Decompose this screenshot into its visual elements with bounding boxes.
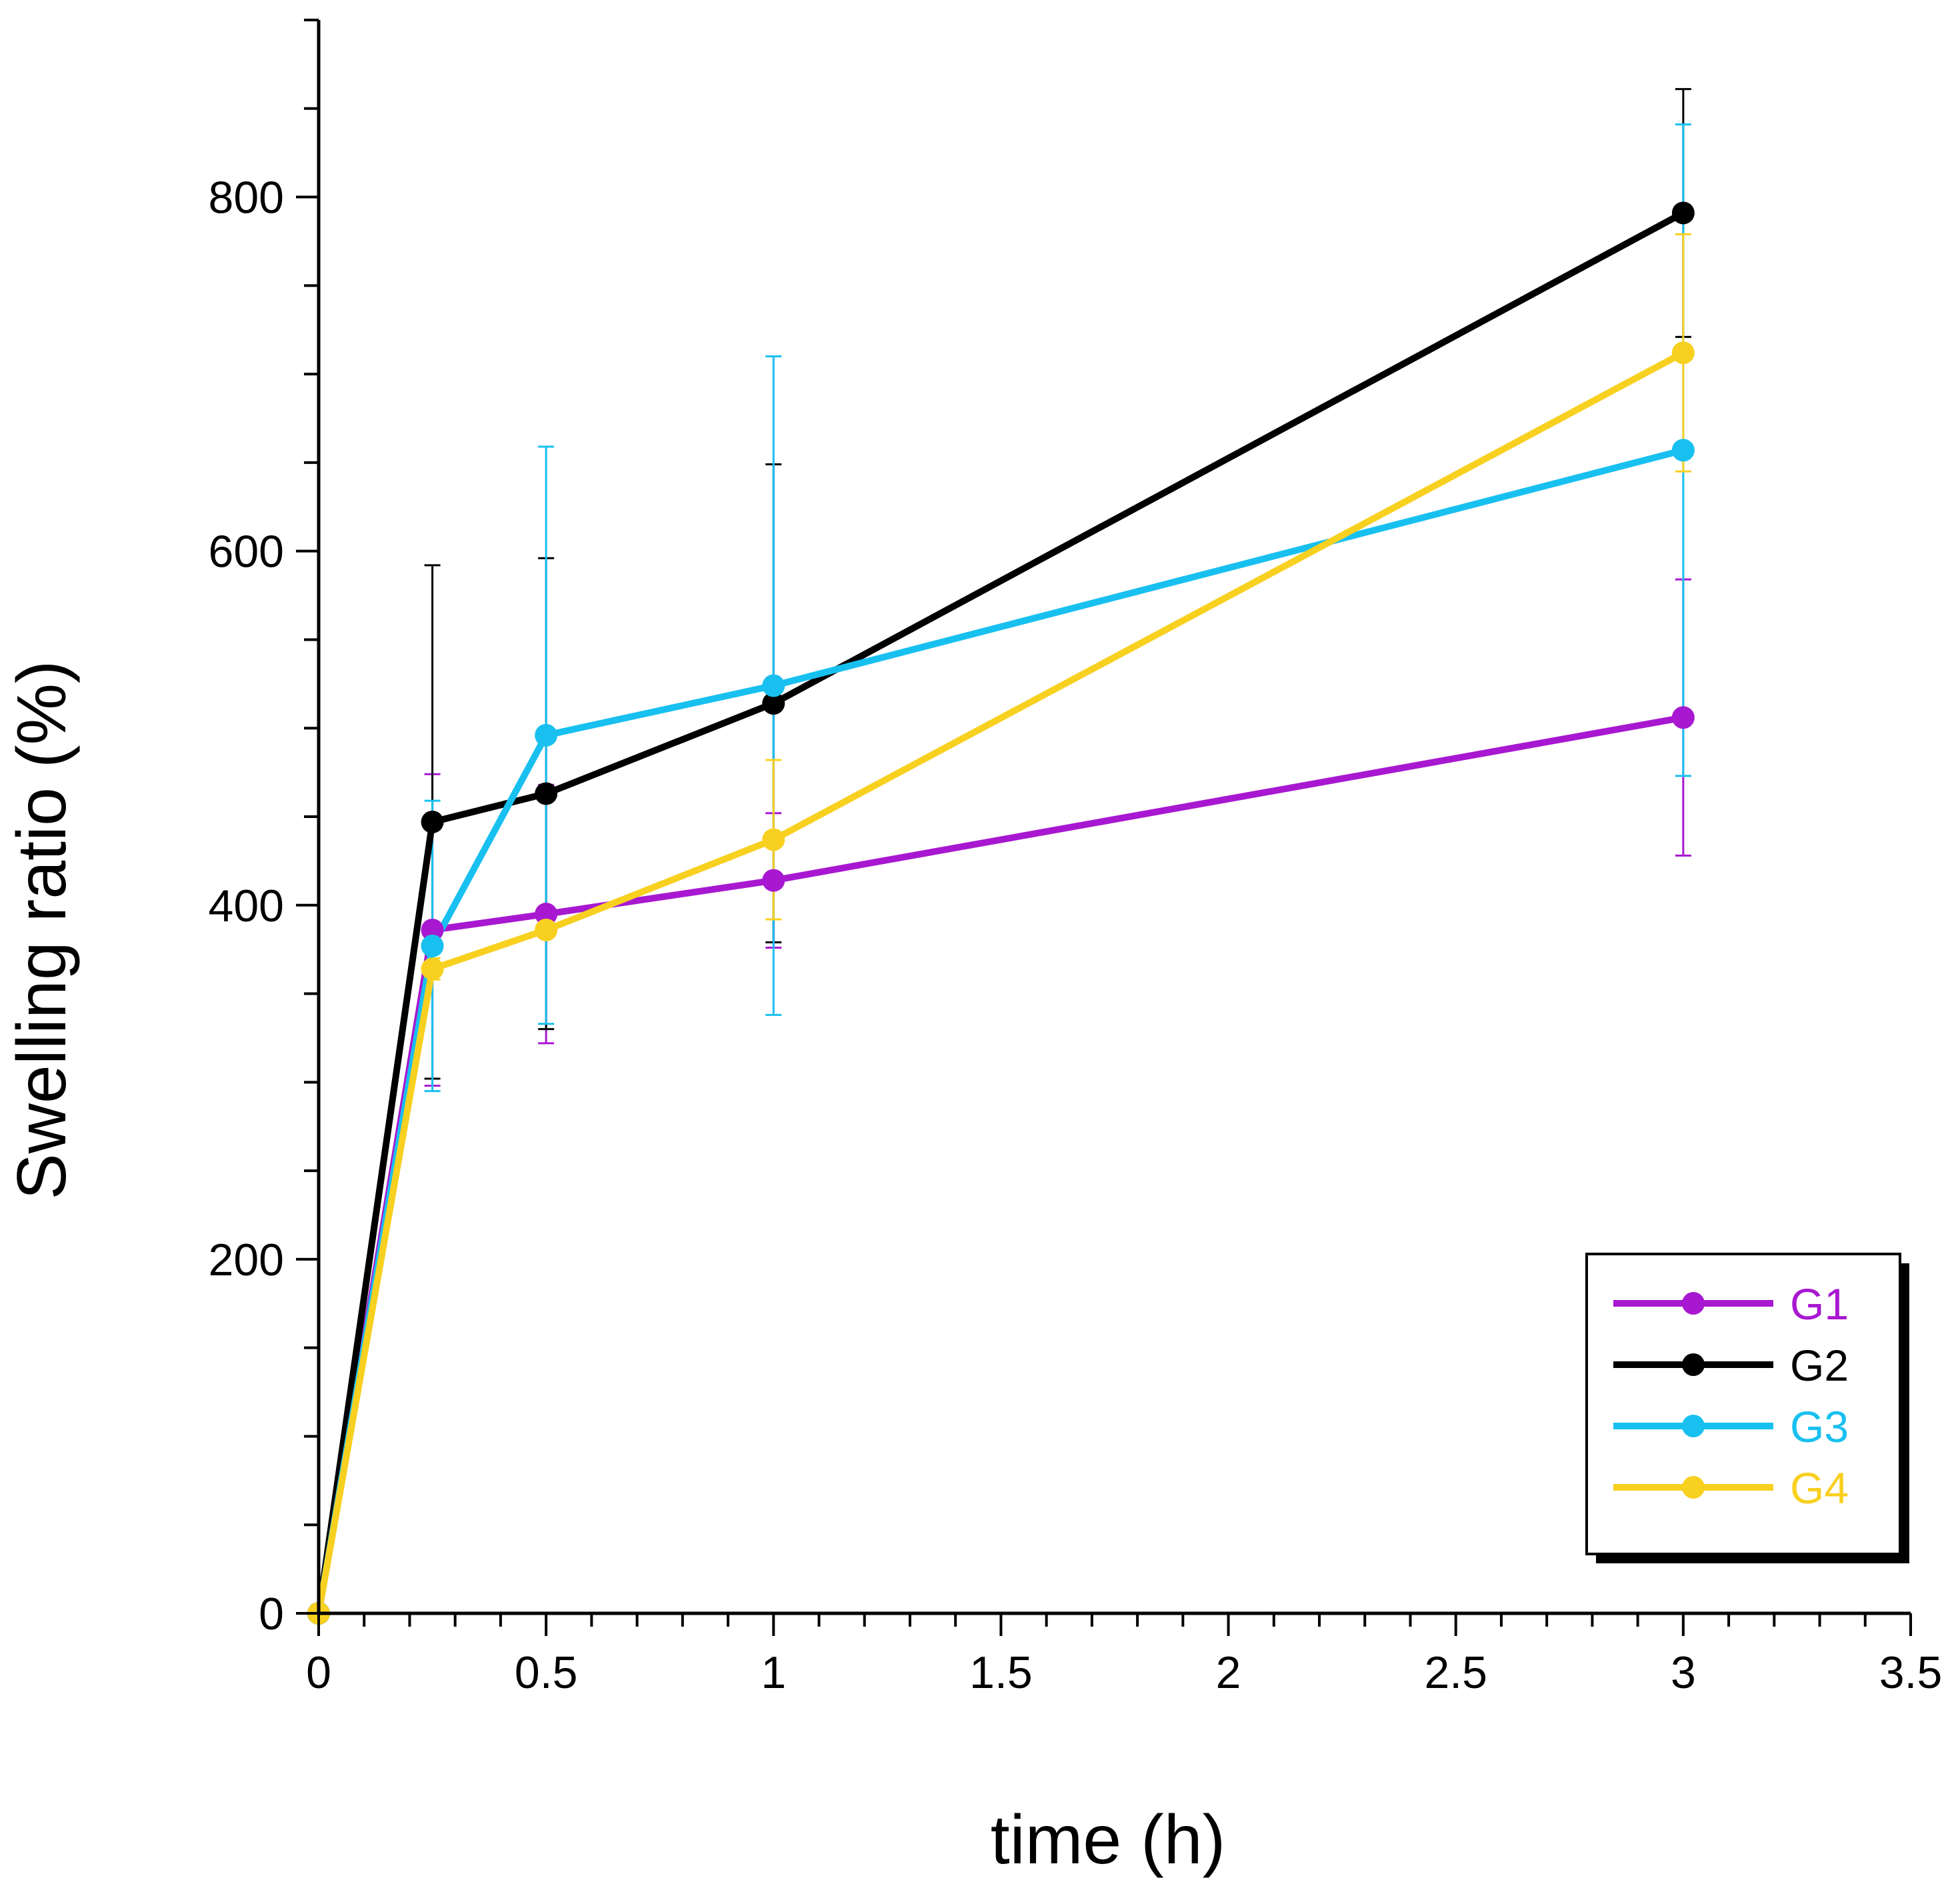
axes	[296, 19, 1912, 1636]
tick-labels: 0 0.5 1 1.5 2 2.5 3 3.5 0 200 400 600 800	[209, 173, 1943, 1698]
g1-data-point	[762, 869, 785, 892]
g4-data-point	[1671, 341, 1695, 365]
g1-data-point	[535, 903, 558, 926]
x-tick-label: 3	[1671, 1647, 1696, 1698]
g3-data-point	[1671, 439, 1695, 462]
y-tick-label: 0	[259, 1589, 284, 1639]
g4-data-point	[762, 828, 785, 851]
g3-data-point	[421, 934, 444, 957]
g1-series-line	[315, 714, 1684, 1614]
x-tick-label: 1.5	[969, 1647, 1033, 1698]
series-markers	[307, 201, 1695, 1625]
legend-g3-label: G3	[1790, 1402, 1849, 1451]
error-bars	[424, 88, 1691, 1093]
y-tick-label: 600	[209, 527, 284, 577]
x-axis-title: time (h)	[991, 1801, 1225, 1879]
legend-g2-marker	[1682, 1353, 1705, 1376]
g3-data-point	[762, 674, 785, 697]
x-tick-label: 1	[761, 1647, 786, 1698]
g4-data-point	[421, 957, 444, 981]
g3-series-line	[315, 447, 1685, 1614]
y-tick-label: 200	[209, 1235, 284, 1285]
g2-series-line	[315, 210, 1685, 1614]
y-tick-label: 400	[209, 881, 284, 931]
x-tick-label: 2.5	[1424, 1647, 1487, 1698]
legend-g2-label: G2	[1790, 1341, 1849, 1390]
g2-data-point	[421, 810, 444, 833]
g2-data-point	[1671, 201, 1695, 225]
x-tick-label: 0.5	[515, 1647, 578, 1698]
g2-data-point	[535, 782, 558, 805]
x-tick-label: 3.5	[1879, 1647, 1943, 1698]
x-tick-label: 0	[306, 1647, 331, 1698]
legend: G1 G2 G3 G4	[1585, 1253, 1909, 1563]
g3-data-point	[535, 723, 558, 747]
legend-g1-label: G1	[1790, 1279, 1849, 1329]
g4-series-line	[315, 349, 1685, 1614]
legend-g1-marker	[1682, 1292, 1705, 1315]
g1-data-point	[421, 918, 444, 941]
series-lines	[315, 210, 1685, 1614]
legend-g4-label: G4	[1790, 1463, 1849, 1513]
legend-box	[1585, 1253, 1901, 1555]
legend-g3-marker	[1682, 1415, 1705, 1437]
g4-data-point	[535, 918, 558, 941]
g1-data-point	[1671, 706, 1695, 729]
x-tick-label: 2	[1216, 1647, 1241, 1698]
y-tick-label: 800	[209, 173, 284, 223]
g2-data-point	[762, 692, 785, 715]
legend-g4-marker	[1682, 1476, 1705, 1499]
legend-entries: G1 G2 G3 G4	[1613, 1279, 1849, 1513]
y-axis-title: Swelling ratio (%)	[3, 660, 81, 1199]
